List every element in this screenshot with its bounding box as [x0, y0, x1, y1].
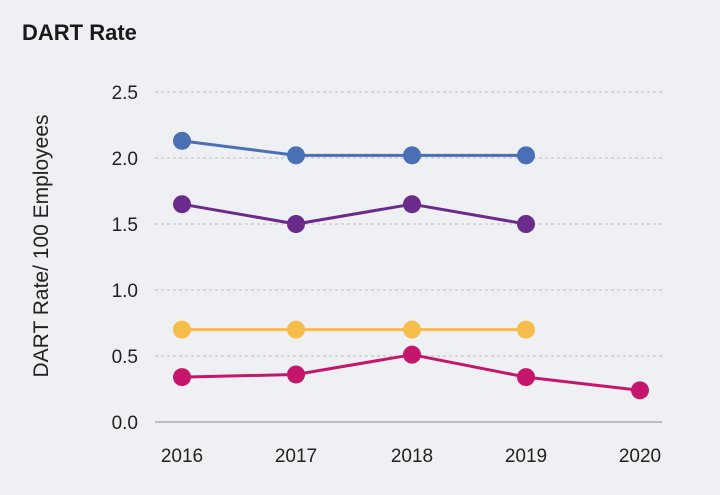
data-point [287, 146, 305, 165]
data-point [403, 195, 421, 214]
y-tick-label: 0.0 [112, 413, 138, 434]
series-2 [173, 195, 535, 233]
data-point [403, 345, 421, 364]
data-point [173, 195, 191, 214]
data-point [517, 320, 535, 339]
data-point [517, 146, 535, 165]
x-tick-label: 2019 [505, 446, 547, 467]
y-axis-label: DART Rate/ 100 Employees [30, 114, 53, 377]
chart-title: DART Rate [22, 20, 137, 45]
y-tick-labels: 0.0 0.5 1.0 1.5 2.0 2.5 [112, 83, 138, 434]
x-tick-label: 2020 [619, 446, 661, 467]
data-point [173, 368, 191, 387]
x-tick-label: 2016 [161, 446, 203, 467]
data-point [287, 215, 305, 233]
data-point [631, 381, 649, 400]
series-4 [173, 345, 649, 400]
series-line [181, 202, 527, 226]
series-layer [173, 131, 649, 400]
series-1 [173, 131, 535, 165]
x-tick-label: 2018 [391, 446, 433, 467]
data-point [287, 365, 305, 384]
data-point [403, 320, 421, 339]
data-point [517, 215, 535, 233]
data-point [287, 320, 305, 339]
y-tick-label: 2.5 [112, 83, 138, 104]
y-tick-label: 1.5 [112, 215, 138, 236]
x-tick-labels: 2016 2017 2018 2019 2020 [161, 446, 661, 467]
y-tick-label: 1.0 [112, 281, 138, 302]
y-tick-label: 0.5 [112, 347, 138, 368]
data-point [517, 368, 535, 387]
y-tick-label: 2.0 [112, 149, 138, 170]
series-line [181, 139, 526, 157]
data-point [173, 131, 191, 150]
gridlines [155, 91, 662, 357]
series-3 [173, 320, 535, 339]
x-tick-label: 2017 [275, 446, 317, 467]
data-point [403, 146, 421, 165]
data-point [173, 320, 191, 339]
